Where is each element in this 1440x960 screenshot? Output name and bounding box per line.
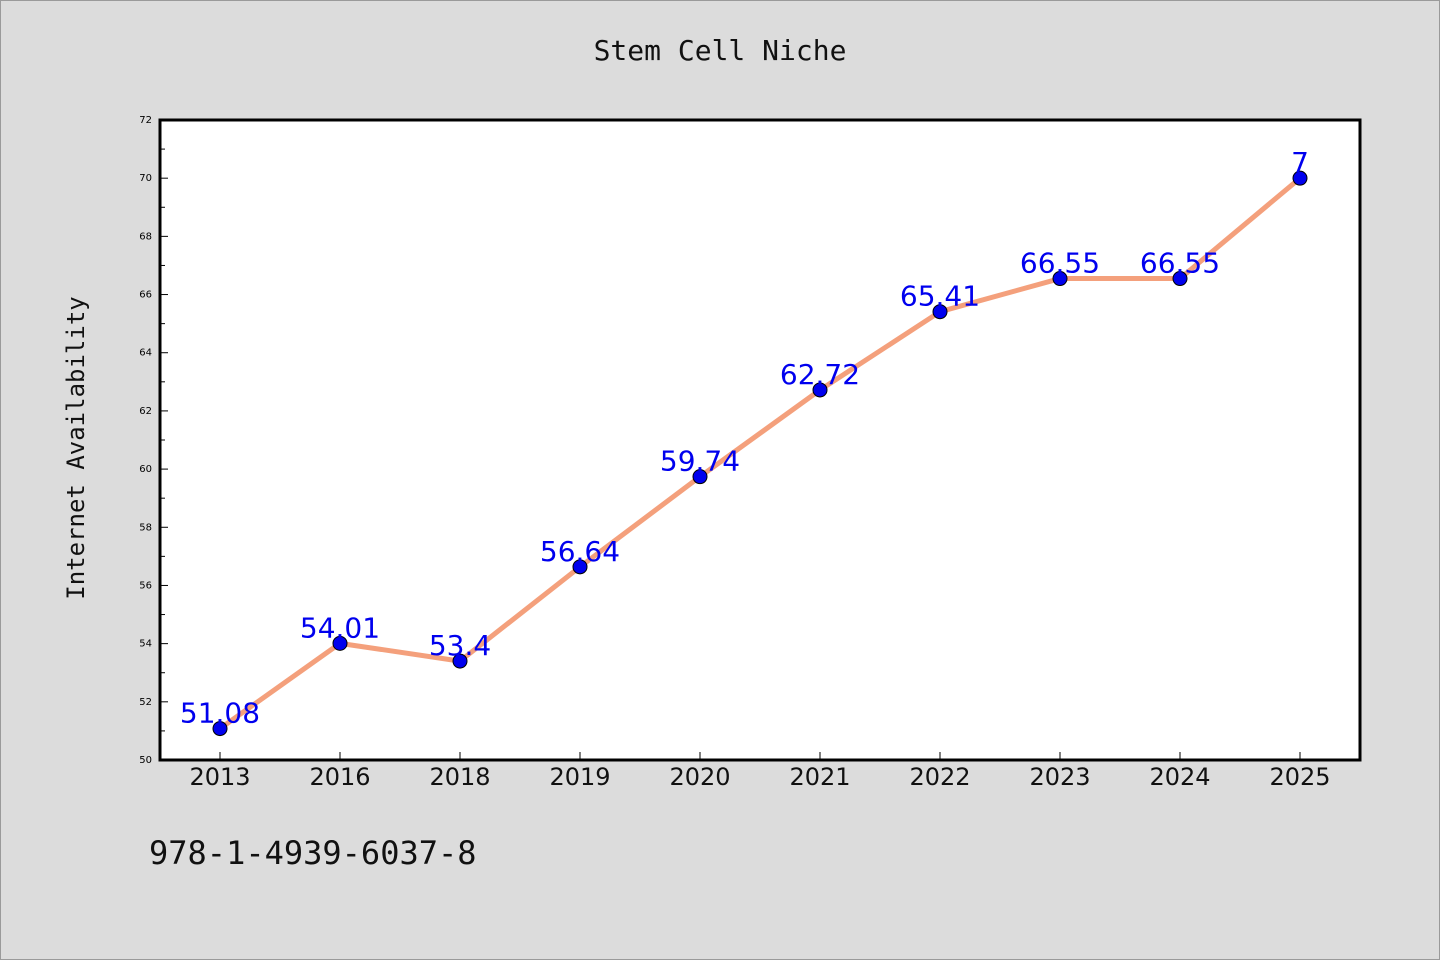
y-tick-label: 66 <box>139 290 152 301</box>
data-point <box>1052 271 1068 287</box>
y-tick-label: 56 <box>139 580 152 591</box>
y-tick-label: 68 <box>139 231 152 242</box>
y-tick-label: 50 <box>139 755 152 766</box>
data-label: 54.01 <box>300 611 380 644</box>
y-tick-label: 60 <box>139 464 152 475</box>
x-tick-label: 2024 <box>1149 763 1210 791</box>
x-tick-label: 2022 <box>909 763 970 791</box>
data-label: 51.08 <box>180 697 260 730</box>
y-tick-label: 70 <box>139 173 152 184</box>
data-label: 65.41 <box>900 280 980 313</box>
data-label: 66.55 <box>1020 247 1100 280</box>
x-tick-label: 2021 <box>789 763 850 791</box>
plot-area <box>158 118 1362 762</box>
data-point <box>1292 170 1308 186</box>
series-line <box>217 175 1303 732</box>
x-tick-label: 2019 <box>549 763 610 791</box>
data-label: 7 <box>1291 146 1309 179</box>
data-label: 56.64 <box>540 535 620 568</box>
y-tick-label: 58 <box>139 522 152 533</box>
data-label: 62.72 <box>780 358 860 391</box>
y-tick-label: 54 <box>139 639 152 650</box>
y-tick-label: 72 <box>139 115 152 126</box>
data-point <box>1172 271 1188 287</box>
x-tick-label: 2013 <box>189 763 250 791</box>
y-tick-label: 64 <box>139 348 152 359</box>
data-point <box>452 653 468 669</box>
data-point <box>212 721 228 737</box>
x-tick-label: 2025 <box>1269 763 1330 791</box>
x-tick-label: 2018 <box>429 763 490 791</box>
data-label: 66.55 <box>1140 247 1220 280</box>
data-point <box>692 469 708 485</box>
y-tick-label: 52 <box>139 697 152 708</box>
data-point <box>572 559 588 575</box>
data-label: 59.74 <box>660 445 740 478</box>
data-point <box>932 304 948 320</box>
y-tick-label: 62 <box>139 406 152 417</box>
data-point <box>812 382 828 398</box>
isbn-text: 978-1-4939-6037-8 <box>149 834 477 872</box>
x-tick-label: 2020 <box>669 763 730 791</box>
x-tick-label: 2023 <box>1029 763 1090 791</box>
data-point <box>332 635 348 651</box>
data-label: 53.4 <box>429 629 491 662</box>
chart-title: Stem Cell Niche <box>593 34 847 67</box>
x-tick-label: 2016 <box>309 763 370 791</box>
